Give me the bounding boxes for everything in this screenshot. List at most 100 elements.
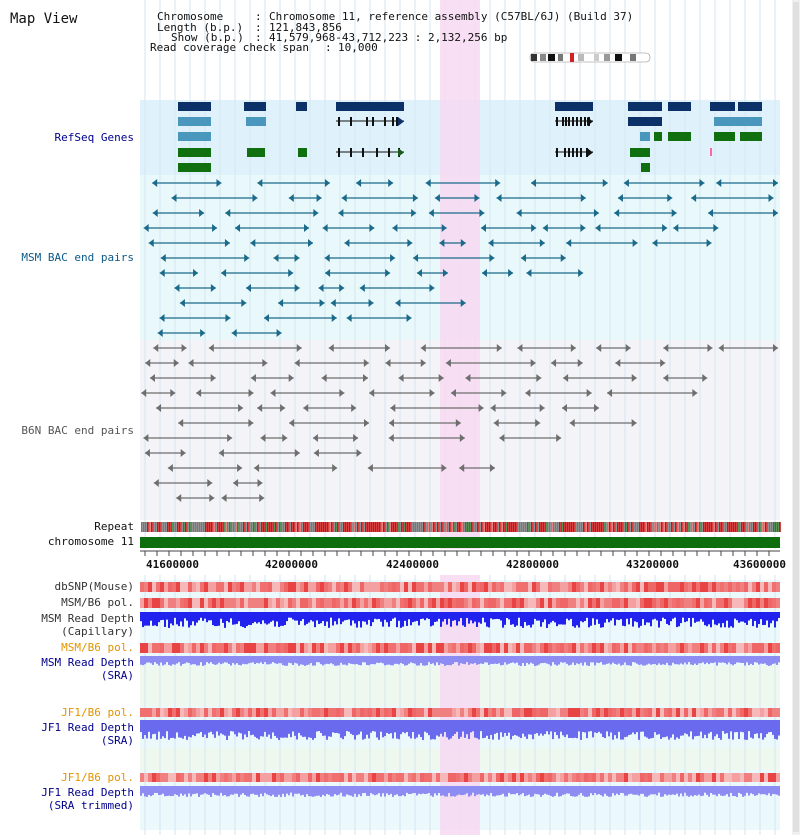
bac-end-marker [143, 224, 149, 232]
chromosome-ideogram[interactable] [529, 52, 651, 63]
depth-bar [252, 786, 254, 794]
track-label-jf1-sra-1[interactable]: JF1 Read Depth [41, 721, 134, 734]
repeat-track[interactable] [141, 522, 781, 532]
repeat-block [759, 522, 761, 532]
depth-bar [466, 612, 468, 619]
track-label-msm-cap-1[interactable]: MSM Read Depth [41, 612, 134, 625]
bac-end-marker [495, 179, 501, 187]
track-label-msm-pol-1[interactable]: MSM/B6 pol. [61, 596, 134, 609]
depth-bar [380, 656, 382, 663]
track-label-jf1-pol-2[interactable]: JF1/B6 pol. [61, 771, 134, 784]
heat-cell [400, 773, 404, 782]
heat-cell [744, 708, 748, 717]
depth-bar [254, 612, 256, 622]
track-label-msm-pol-2[interactable]: MSM/B6 pol. [61, 641, 134, 654]
depth-bar [772, 612, 774, 621]
depth-bar [184, 786, 186, 795]
track-label-msm-bac[interactable]: MSM BAC end pairs [21, 251, 134, 264]
track-label-chromosome[interactable]: chromosome 11 [48, 535, 134, 548]
bac-end-marker [520, 254, 526, 262]
heat-cell [184, 582, 188, 592]
gene-arrow [587, 102, 593, 111]
heat-cell [524, 773, 528, 782]
depth-bar [228, 786, 230, 797]
repeat-block [283, 522, 285, 532]
msm-capillary-depth-track[interactable] [140, 612, 780, 628]
msm-pol-sra-heat-track[interactable] [140, 643, 780, 653]
depth-bar [538, 720, 540, 736]
track-label-repeat[interactable]: Repeat [94, 520, 134, 533]
track-label-msm-sra-1[interactable]: MSM Read Depth [41, 656, 134, 669]
selection-highlight[interactable] [440, 0, 480, 835]
msm-sra-depth-track[interactable] [140, 656, 780, 666]
jf1-pol-trim-heat-track[interactable] [140, 773, 780, 782]
bac-end-marker [280, 404, 286, 412]
depth-bar [450, 720, 452, 739]
track-label-jf1-pol-1[interactable]: JF1/B6 pol. [61, 706, 134, 719]
depth-bar [334, 656, 336, 666]
depth-bar [484, 612, 486, 623]
depth-bar [586, 720, 588, 739]
depth-bar [312, 656, 314, 666]
heat-cell [276, 582, 280, 592]
heat-cell [744, 643, 748, 653]
heat-cell [748, 582, 752, 592]
bac-end-marker [248, 389, 254, 397]
msm-bac-track[interactable] [143, 179, 778, 337]
depth-bar [532, 656, 534, 664]
gene-block [710, 148, 712, 156]
jf1-sra-depth-track[interactable] [140, 720, 780, 740]
depth-bar [388, 612, 390, 627]
repeat-block [171, 522, 173, 532]
depth-bar [480, 656, 482, 664]
repeat-block [513, 522, 515, 532]
depth-bar [198, 786, 200, 797]
depth-bar [442, 612, 444, 622]
depth-bar [232, 612, 234, 625]
heat-cell [412, 582, 416, 592]
depth-bar [312, 612, 314, 622]
depth-bar [734, 720, 736, 733]
depth-bar [744, 786, 746, 796]
depth-bar [316, 656, 318, 663]
jf1-trim-depth-track[interactable] [140, 786, 780, 797]
heat-cell [600, 582, 604, 592]
dbsnp-heat-track[interactable] [140, 582, 780, 592]
repeat-block [559, 522, 561, 532]
depth-bar [500, 720, 502, 733]
repeat-block [673, 522, 675, 532]
track-label-b6n-bac[interactable]: B6N BAC end pairs [21, 424, 134, 437]
depth-bar [652, 720, 654, 738]
heat-cell [768, 582, 772, 592]
heat-cell [544, 773, 548, 782]
gene-arrow [740, 132, 746, 141]
depth-bar [454, 720, 456, 734]
depth-bar [188, 720, 190, 737]
repeat-block [571, 522, 573, 532]
heat-cell [248, 708, 252, 717]
scrollbar-thumb[interactable] [793, 2, 799, 832]
heat-cell [248, 773, 252, 782]
depth-bar [762, 786, 764, 795]
bac-end-marker [339, 284, 345, 292]
bac-end-marker [157, 329, 163, 337]
depth-bar [408, 656, 410, 664]
msm-pol-heat-track[interactable] [140, 598, 780, 608]
refseq-genes-track[interactable] [178, 102, 762, 172]
track-label-refseq[interactable]: RefSeq Genes [55, 131, 134, 144]
heat-cell [280, 582, 284, 592]
chromosome-bar[interactable] [140, 537, 780, 548]
heat-cell [664, 643, 668, 653]
heat-cell [604, 773, 608, 782]
b6n-bac-track[interactable] [141, 344, 778, 502]
repeat-block [751, 522, 753, 532]
jf1-pol-heat-track[interactable] [140, 708, 780, 717]
heat-cell [352, 582, 356, 592]
repeat-block [381, 522, 383, 532]
track-label-dbsnp[interactable]: dbSNP(Mouse) [55, 580, 134, 593]
track-label-jf1-trim-1[interactable]: JF1 Read Depth [41, 786, 134, 799]
heat-cell [332, 643, 336, 653]
repeat-block [683, 522, 685, 532]
depth-bar [646, 612, 648, 623]
